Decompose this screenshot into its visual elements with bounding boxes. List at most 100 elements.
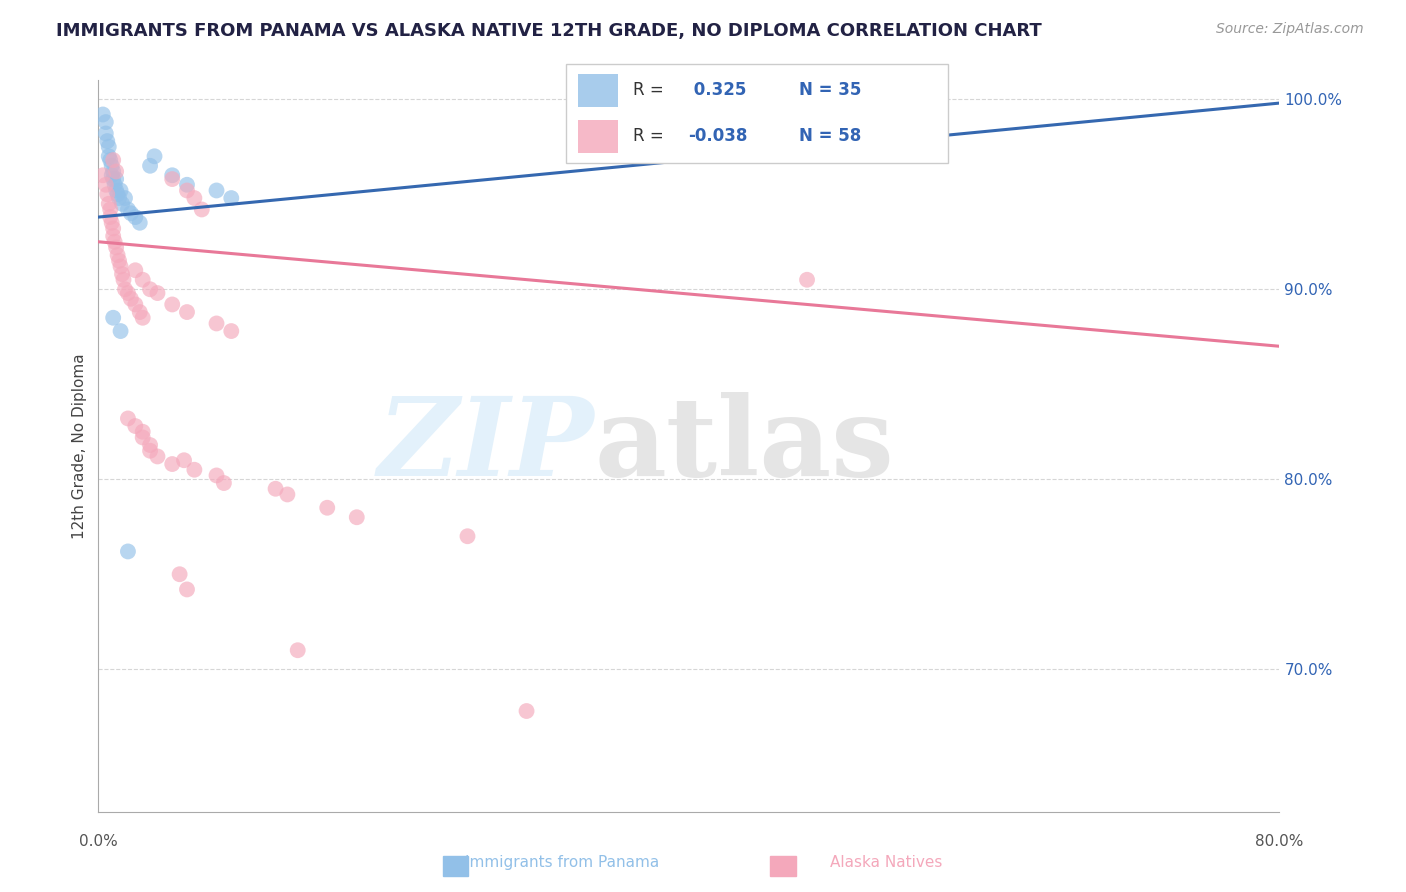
Point — [143, 149, 166, 163]
Point — [117, 286, 139, 301]
Bar — [578, 120, 617, 153]
Point — [139, 438, 162, 452]
Point — [110, 324, 132, 338]
Point — [124, 297, 146, 311]
Text: Alaska Natives: Alaska Natives — [830, 855, 942, 870]
Point — [100, 159, 122, 173]
Text: 0.0%: 0.0% — [79, 834, 118, 849]
Point — [589, 107, 612, 121]
Point — [100, 216, 122, 230]
Point — [97, 140, 120, 154]
Point — [104, 178, 127, 192]
Text: R =: R = — [633, 128, 669, 145]
Point — [205, 317, 228, 331]
Text: N = 58: N = 58 — [799, 128, 860, 145]
Point — [124, 263, 146, 277]
Point — [169, 567, 191, 582]
Point — [132, 273, 155, 287]
Point — [162, 172, 183, 186]
Point — [139, 282, 162, 296]
Y-axis label: 12th Grade, No Diploma: 12th Grade, No Diploma — [72, 353, 87, 539]
Point — [94, 127, 117, 141]
Text: IMMIGRANTS FROM PANAMA VS ALASKA NATIVE 12TH GRADE, NO DIPLOMA CORRELATION CHART: IMMIGRANTS FROM PANAMA VS ALASKA NATIVE … — [56, 22, 1042, 40]
Text: atlas: atlas — [595, 392, 894, 500]
Point — [162, 457, 183, 471]
Point — [103, 310, 125, 325]
Point — [107, 187, 129, 202]
Text: Immigrants from Panama: Immigrants from Panama — [465, 855, 659, 870]
Point — [98, 202, 121, 217]
Point — [139, 159, 162, 173]
Point — [457, 529, 479, 543]
Point — [120, 292, 142, 306]
Point — [96, 187, 118, 202]
Point — [91, 107, 114, 121]
Point — [221, 324, 243, 338]
Point — [516, 704, 538, 718]
Point — [132, 430, 155, 444]
Point — [796, 273, 818, 287]
Point — [105, 172, 128, 186]
Point — [103, 153, 125, 167]
Point — [346, 510, 368, 524]
Point — [105, 184, 128, 198]
Point — [98, 210, 121, 224]
Point — [108, 253, 131, 268]
Point — [94, 178, 117, 192]
Point — [146, 450, 169, 464]
Point — [111, 267, 134, 281]
Point — [110, 260, 132, 274]
Point — [191, 202, 214, 217]
Text: Source: ZipAtlas.com: Source: ZipAtlas.com — [1216, 22, 1364, 37]
Point — [120, 206, 142, 220]
Point — [96, 134, 118, 148]
Point — [205, 468, 228, 483]
Point — [173, 453, 195, 467]
Point — [105, 240, 128, 254]
Bar — [578, 74, 617, 106]
Point — [128, 305, 150, 319]
Point — [212, 476, 235, 491]
Point — [132, 425, 155, 439]
Point — [103, 172, 125, 186]
Point — [103, 229, 125, 244]
Point — [94, 115, 117, 129]
Point — [162, 297, 183, 311]
Point — [146, 286, 169, 301]
Text: R =: R = — [633, 81, 669, 99]
Point — [205, 184, 228, 198]
Point — [100, 168, 122, 182]
Point — [287, 643, 309, 657]
Point — [114, 191, 136, 205]
Point — [110, 184, 132, 198]
Point — [91, 168, 114, 182]
Point — [264, 482, 287, 496]
Point — [276, 487, 298, 501]
Point — [117, 202, 139, 217]
Point — [117, 411, 139, 425]
Point — [671, 96, 693, 111]
Point — [104, 235, 127, 249]
Point — [124, 210, 146, 224]
Point — [114, 282, 136, 296]
Point — [124, 419, 146, 434]
Point — [752, 102, 775, 116]
Point — [176, 582, 198, 597]
Point — [98, 153, 121, 167]
Point — [103, 164, 125, 178]
Point — [316, 500, 339, 515]
Point — [128, 216, 150, 230]
Point — [183, 463, 205, 477]
Text: N = 35: N = 35 — [799, 81, 860, 99]
Point — [132, 310, 155, 325]
Point — [139, 443, 162, 458]
Point — [176, 184, 198, 198]
Point — [107, 248, 129, 262]
Point — [176, 178, 198, 192]
Point — [176, 305, 198, 319]
Point — [97, 196, 120, 211]
Point — [108, 191, 131, 205]
Point — [162, 168, 183, 182]
Point — [221, 191, 243, 205]
Point — [183, 191, 205, 205]
